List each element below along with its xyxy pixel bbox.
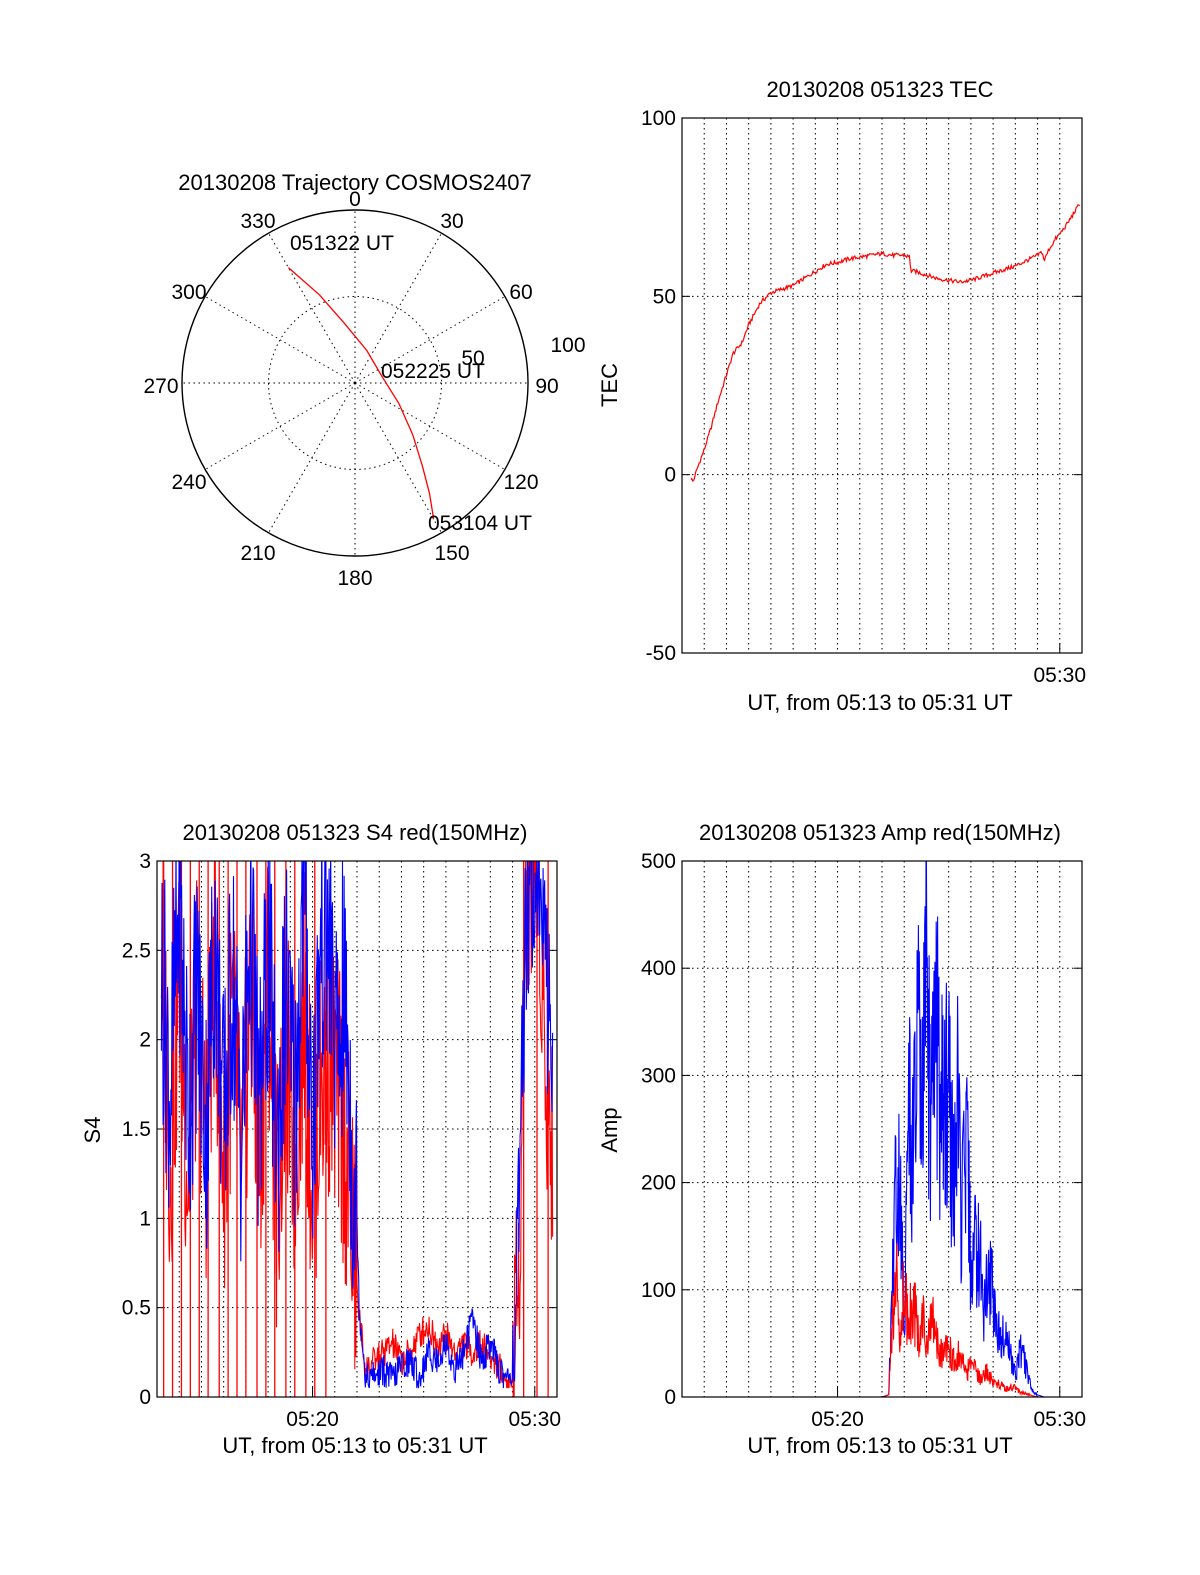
tec-panel: 20130208 051323 TEC UT, from 05:13 to 05… [597, 77, 1086, 715]
xtick-label: 05:20 [286, 1408, 339, 1431]
amp-plot-area: 0 100 200 300 400 500 05:20 05:30 [641, 850, 1086, 1431]
ytick-label: 0 [139, 1386, 151, 1409]
azimuth-label-240: 240 [171, 471, 206, 494]
spoke-line [268, 232, 356, 384]
ytick-label: 1 [139, 1207, 151, 1230]
s4-ylabel: S4 [80, 1117, 105, 1144]
tec-xlabel: UT, from 05:13 to 05:31 UT [747, 690, 1012, 715]
series-line [682, 861, 1082, 1397]
ytick-label: 200 [641, 1172, 676, 1195]
series-line [160, 861, 554, 1397]
spoke-line [354, 232, 442, 384]
azimuth-label-330: 330 [240, 210, 275, 233]
azimuth-label-300: 300 [171, 281, 206, 304]
plot-frame [681, 117, 1083, 654]
azimuth-label-150: 150 [434, 542, 469, 565]
s4-xlabel: UT, from 05:13 to 05:31 UT [222, 1433, 487, 1458]
mid-time-label: 052225 UT [381, 360, 485, 383]
ytick-label: 0 [664, 1386, 676, 1409]
tec-ylabel: TEC [597, 363, 622, 407]
azimuth-label-0: 0 [349, 188, 361, 211]
ytick-label: 300 [641, 1064, 676, 1087]
plot-frame [681, 860, 1083, 1398]
amp-panel: 20130208 051323 Amp red(150MHz) UT, from… [597, 820, 1086, 1458]
xtick-label: 05:30 [1033, 664, 1086, 687]
spoke-line [354, 296, 506, 384]
outer-ring [181, 209, 529, 557]
tec-plot-area: -50 0 50 100 05:30 [641, 107, 1086, 687]
ytick-label: 0.5 [122, 1297, 151, 1320]
end-time-label: 053104 UT [428, 512, 532, 535]
ring-label-50: 50 [461, 347, 484, 370]
s4-panel: 20130208 051323 S4 red(150MHz) UT, from … [80, 820, 561, 1458]
ytick-label: 100 [641, 1279, 676, 1302]
polar-grid [181, 209, 529, 557]
series-line [160, 861, 554, 1389]
xtick-label: 05:30 [1033, 1408, 1086, 1431]
azimuth-label-180: 180 [337, 567, 372, 590]
xtick-label: 05:30 [508, 1408, 561, 1431]
ytick-label: 3 [139, 850, 151, 873]
trajectory-track [287, 267, 435, 520]
amp-xlabel: UT, from 05:13 to 05:31 UT [747, 1433, 1012, 1458]
tec-title: 20130208 051323 TEC [766, 77, 993, 102]
start-time-label: 051322 UT [290, 232, 394, 255]
xtick-label: 05:20 [811, 1408, 864, 1431]
azimuth-label-30: 30 [440, 210, 463, 233]
ring-50 [268, 296, 442, 470]
amp-title: 20130208 051323 Amp red(150MHz) [699, 820, 1061, 845]
ytick-label: 1.5 [122, 1118, 151, 1141]
series-group [160, 861, 554, 1397]
azimuth-label-90: 90 [535, 375, 558, 398]
azimuth-label-270: 270 [143, 375, 178, 398]
spoke-line [204, 296, 356, 384]
azimuth-label-210: 210 [240, 542, 275, 565]
trajectory-title: 20130208 Trajectory COSMOS2407 [178, 170, 531, 195]
trajectory-panel: 20130208 Trajectory COSMOS2407 0 30 60 90 12… [143, 170, 585, 590]
amp-ylabel: Amp [597, 1107, 622, 1152]
ytick-label: 400 [641, 957, 676, 980]
series-group [690, 204, 1080, 482]
series-line [682, 1243, 1082, 1397]
ytick-label: 50 [653, 285, 676, 308]
ring-label-100: 100 [550, 334, 585, 357]
plot-frame [156, 860, 558, 1398]
s4-title: 20130208 051323 S4 red(150MHz) [183, 820, 528, 845]
ytick-label: 100 [641, 107, 676, 130]
polar-labels: 0 30 60 90 120 150 180 210 240 270 300 330 50 100 0513… [143, 188, 585, 590]
trajectory-line [287, 267, 435, 520]
series-group [682, 861, 1082, 1397]
series-line [690, 204, 1080, 482]
ytick-label: 2.5 [122, 939, 151, 962]
ytick-label: 0 [664, 464, 676, 487]
ytick-label: 2 [139, 1029, 151, 1052]
azimuth-label-60: 60 [509, 281, 532, 304]
s4-plot-area: 0 0.5 1 1.5 2 2.5 3 05:20 05:30 [122, 850, 561, 1431]
azimuth-label-120: 120 [503, 471, 538, 494]
ytick-label: 500 [641, 850, 676, 873]
ytick-label: -50 [646, 642, 676, 665]
